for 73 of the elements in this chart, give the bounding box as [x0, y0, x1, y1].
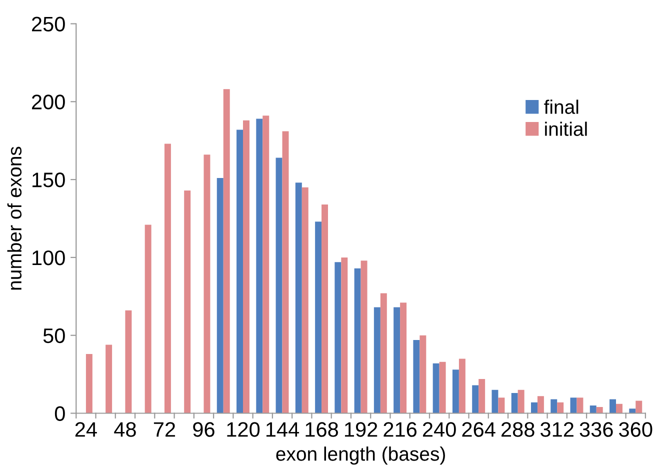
bar	[341, 257, 348, 414]
bar	[216, 178, 224, 414]
y-tick-label: 150	[32, 172, 65, 188]
x-tick-label: 216	[384, 422, 417, 437]
bar	[413, 340, 420, 414]
bar	[550, 399, 558, 414]
bar	[262, 116, 270, 414]
x-tick-label: 144	[266, 422, 300, 437]
legend-label: initial	[545, 122, 587, 136]
y-tick-label: 200	[32, 94, 65, 110]
bar	[354, 268, 361, 414]
x-tick-label: 360	[619, 422, 652, 437]
bar	[86, 354, 92, 414]
x-tick-label: 120	[227, 422, 260, 437]
bar	[472, 385, 479, 414]
x-tick-label: 288	[502, 422, 534, 437]
bar	[590, 405, 596, 414]
bar	[511, 392, 518, 414]
bar	[432, 363, 440, 414]
bar	[106, 344, 112, 414]
x-tick-label: 168	[306, 422, 338, 437]
bar	[374, 307, 380, 414]
bar	[236, 130, 243, 414]
x-tick-label: 264	[462, 422, 496, 437]
bar	[204, 154, 210, 414]
x-tick-label: 192	[345, 422, 378, 437]
bar	[334, 262, 342, 414]
bar	[315, 222, 322, 414]
bar	[492, 390, 498, 414]
bar	[282, 131, 289, 414]
bar	[125, 310, 132, 414]
bar	[223, 89, 230, 414]
bar	[557, 402, 564, 414]
bar	[322, 204, 328, 414]
x-tick-label: 72	[154, 422, 176, 437]
bar	[243, 120, 250, 414]
bar	[256, 118, 263, 414]
bar	[295, 182, 302, 414]
bar	[184, 190, 191, 414]
bar	[636, 400, 642, 414]
bar	[610, 399, 616, 414]
y-tick-label: 250	[32, 16, 65, 32]
y-tick-label: 0	[54, 406, 65, 422]
bar	[498, 398, 505, 414]
bar	[302, 187, 308, 414]
bar	[478, 378, 486, 414]
bar	[530, 402, 538, 414]
bar	[144, 224, 152, 414]
bar	[400, 302, 407, 414]
bar	[616, 404, 622, 414]
bar	[394, 307, 400, 414]
bar	[458, 358, 466, 414]
legend-label: final	[544, 100, 578, 114]
x-tick-label: 312	[540, 422, 574, 437]
x-tick-label: 96	[193, 422, 214, 437]
bar	[164, 144, 171, 414]
bar	[276, 158, 282, 414]
bar	[452, 370, 459, 414]
bar	[420, 335, 426, 414]
y-axis-title: number of exons	[7, 146, 22, 290]
y-tick-label: 100	[32, 250, 65, 266]
x-tick-label: 240	[422, 422, 456, 437]
bar	[576, 398, 584, 414]
bar	[537, 396, 544, 414]
x-tick-label: 24	[75, 422, 97, 437]
bar	[360, 260, 368, 414]
bar	[518, 390, 524, 414]
x-tick-label: 336	[580, 422, 613, 437]
bar	[439, 362, 446, 414]
bar	[380, 293, 387, 414]
y-tick-label: 50	[43, 328, 65, 344]
x-axis-title: exon length (bases)	[276, 446, 445, 465]
x-tick-label: 48	[114, 422, 136, 437]
